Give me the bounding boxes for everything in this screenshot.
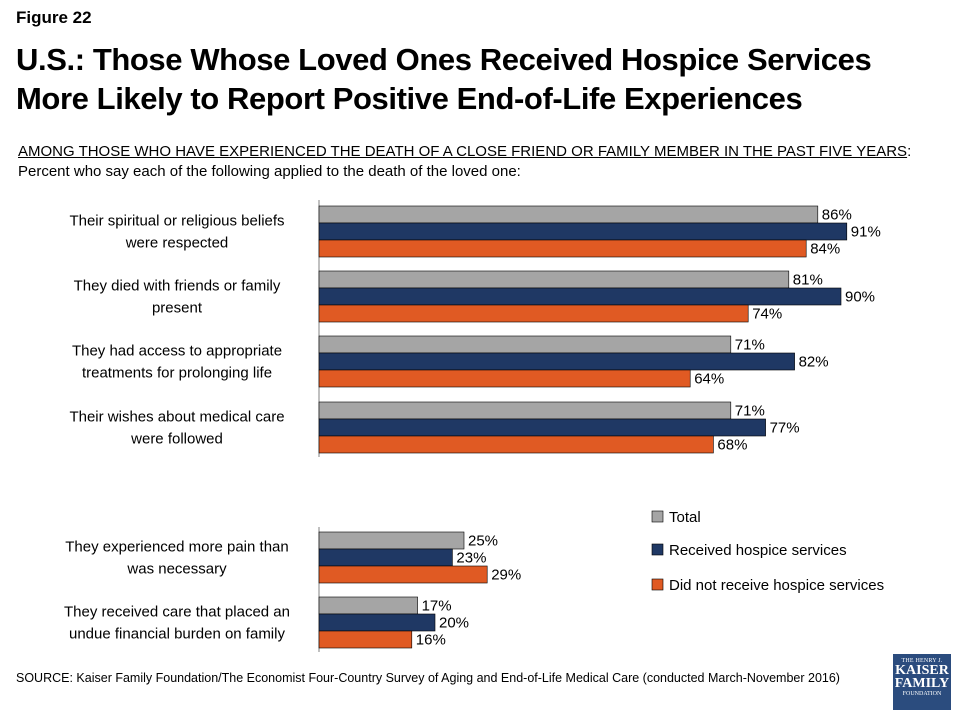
legend-swatch bbox=[651, 578, 664, 591]
bar-received-hospice-services bbox=[318, 352, 795, 371]
data-label: 29% bbox=[491, 567, 521, 584]
bar-total bbox=[318, 596, 418, 615]
data-label: 74% bbox=[752, 306, 782, 323]
kff-logo: THE HENRY J. KAISER FAMILY FOUNDATION bbox=[893, 654, 951, 710]
category-label: They had access to appropriate bbox=[72, 343, 282, 360]
bar-did-not-receive-hospice-services bbox=[318, 304, 749, 323]
category-label: They received care that placed an bbox=[64, 604, 290, 621]
data-label: 68% bbox=[717, 437, 747, 454]
bar-total bbox=[318, 205, 819, 224]
bar-did-not-receive-hospice-services bbox=[318, 239, 807, 258]
category-label: were respected bbox=[125, 235, 229, 252]
subtitle-description: Percent who say each of the following ap… bbox=[18, 163, 521, 180]
subtitle-colon: : bbox=[907, 143, 912, 160]
category-label: They experienced more pain than bbox=[65, 539, 288, 556]
category-label: undue financial burden on family bbox=[69, 626, 285, 643]
data-label: 77% bbox=[770, 420, 800, 437]
data-label: 71% bbox=[735, 403, 765, 420]
bar-received-hospice-services bbox=[318, 222, 848, 241]
legend-label: Did not receive hospice services bbox=[669, 577, 884, 594]
bar-total bbox=[318, 401, 732, 420]
data-label: 91% bbox=[851, 224, 881, 241]
legend-label: Received hospice services bbox=[669, 542, 847, 559]
data-label: 86% bbox=[822, 207, 852, 224]
category-label: They died with friends or family bbox=[74, 278, 281, 295]
data-label: 23% bbox=[456, 550, 486, 567]
data-label: 71% bbox=[735, 337, 765, 354]
chart-subtitle: AMONG THOSE WHO HAVE EXPERIENCED THE DEA… bbox=[18, 142, 911, 182]
category-label: were followed bbox=[130, 431, 223, 448]
bar-received-hospice-services bbox=[318, 613, 436, 632]
data-label: 25% bbox=[468, 533, 498, 550]
bar-did-not-receive-hospice-services bbox=[318, 565, 488, 584]
data-label: 90% bbox=[845, 289, 875, 306]
data-label: 64% bbox=[694, 371, 724, 388]
data-label: 81% bbox=[793, 272, 823, 289]
chart-title: U.S.: Those Whose Loved Ones Received Ho… bbox=[16, 42, 872, 116]
bar-did-not-receive-hospice-services bbox=[318, 369, 691, 388]
data-label: 16% bbox=[416, 632, 446, 649]
category-label: treatments for prolonging life bbox=[82, 365, 272, 382]
legend-swatch bbox=[651, 543, 664, 556]
source-note: SOURCE: Kaiser Family Foundation/The Eco… bbox=[16, 671, 840, 685]
bar-did-not-receive-hospice-services bbox=[318, 630, 413, 649]
bar-total bbox=[318, 270, 790, 289]
category-label: present bbox=[152, 300, 203, 317]
data-label: 17% bbox=[422, 598, 452, 615]
category-label: was necessary bbox=[126, 561, 227, 578]
data-label: 84% bbox=[810, 241, 840, 258]
figure-label: Figure 22 bbox=[16, 8, 92, 27]
data-label: 20% bbox=[439, 615, 469, 632]
subtitle-population: AMONG THOSE WHO HAVE EXPERIENCED THE DEA… bbox=[18, 143, 908, 160]
bar-did-not-receive-hospice-services bbox=[318, 435, 714, 454]
bar-total bbox=[318, 335, 732, 354]
category-label: Their wishes about medical care bbox=[69, 409, 284, 426]
legend-label: Total bbox=[669, 509, 701, 526]
bar-received-hospice-services bbox=[318, 548, 453, 567]
legend-swatch bbox=[651, 510, 664, 523]
bar-total bbox=[318, 531, 465, 550]
data-label: 82% bbox=[799, 354, 829, 371]
bar-received-hospice-services bbox=[318, 287, 842, 306]
category-label: Their spiritual or religious beliefs bbox=[69, 213, 284, 230]
bar-received-hospice-services bbox=[318, 418, 766, 437]
